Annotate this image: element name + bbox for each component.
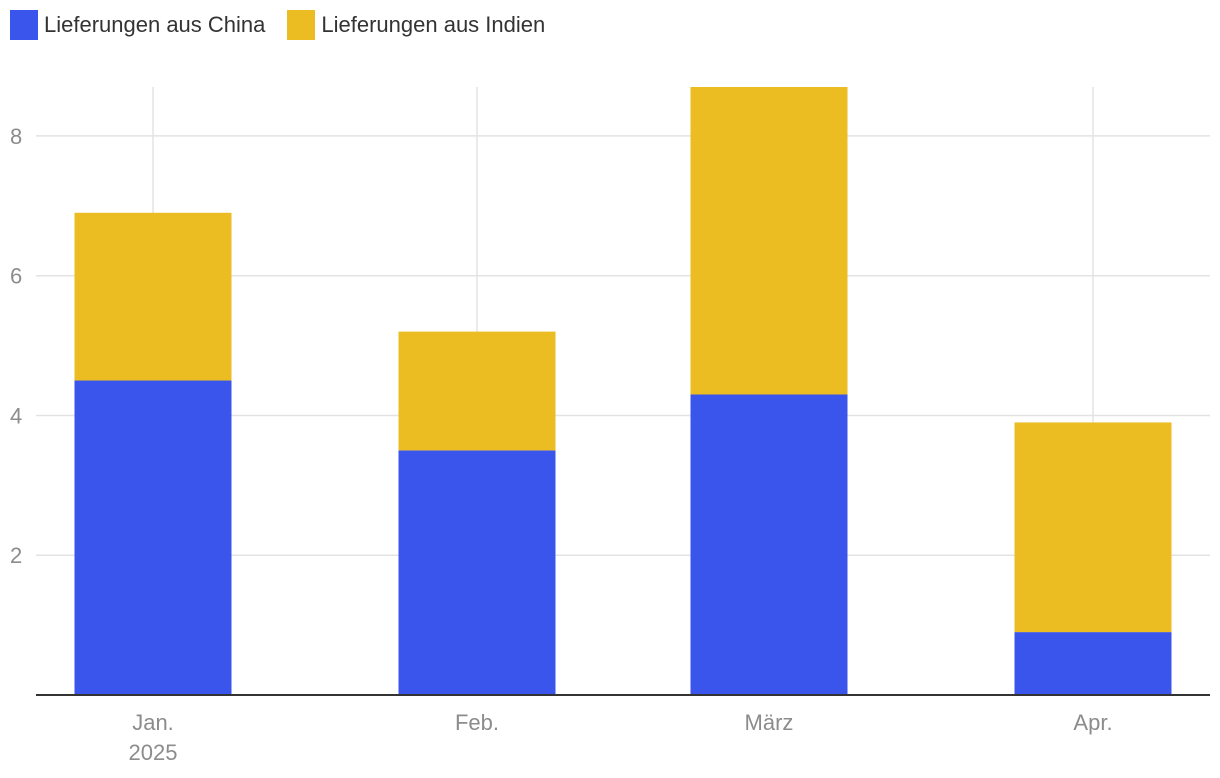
bars (74, 87, 1172, 695)
bar-indien-0 (74, 212, 232, 381)
legend-label-china: Lieferungen aus China (44, 12, 266, 37)
x-tick-label-2: März (745, 710, 794, 735)
legend-swatch-indien (287, 10, 316, 40)
bar-china-2 (690, 394, 848, 695)
bar-china-1 (398, 450, 556, 695)
x-tick-label-3: Apr. (1073, 710, 1112, 735)
legend-item-china: Lieferungen aus China (10, 10, 265, 40)
x-tick-label-0: Jan. (132, 710, 174, 735)
y-tick-label-2: 2 (10, 543, 22, 568)
bar-china-0 (74, 380, 232, 695)
tick-labels: 2 4 6 8 Jan. 2025 Feb. März Apr. (10, 124, 1113, 765)
bar-indien-2 (690, 87, 848, 395)
y-tick-label-6: 6 (10, 264, 22, 289)
legend: Lieferungen aus China Lieferungen aus In… (10, 10, 567, 40)
bar-china-3 (1014, 632, 1172, 695)
x-tick-sublabel-0: 2025 (129, 740, 178, 765)
bar-indien-1 (398, 331, 556, 451)
legend-item-indien: Lieferungen aus Indien (287, 10, 545, 40)
y-tick-label-8: 8 (10, 124, 22, 149)
legend-label-indien: Lieferungen aus Indien (321, 12, 546, 37)
y-tick-label-4: 4 (10, 403, 22, 428)
legend-swatch-china (10, 10, 38, 40)
x-tick-label-1: Feb. (455, 710, 499, 735)
bar-indien-3 (1014, 422, 1172, 633)
